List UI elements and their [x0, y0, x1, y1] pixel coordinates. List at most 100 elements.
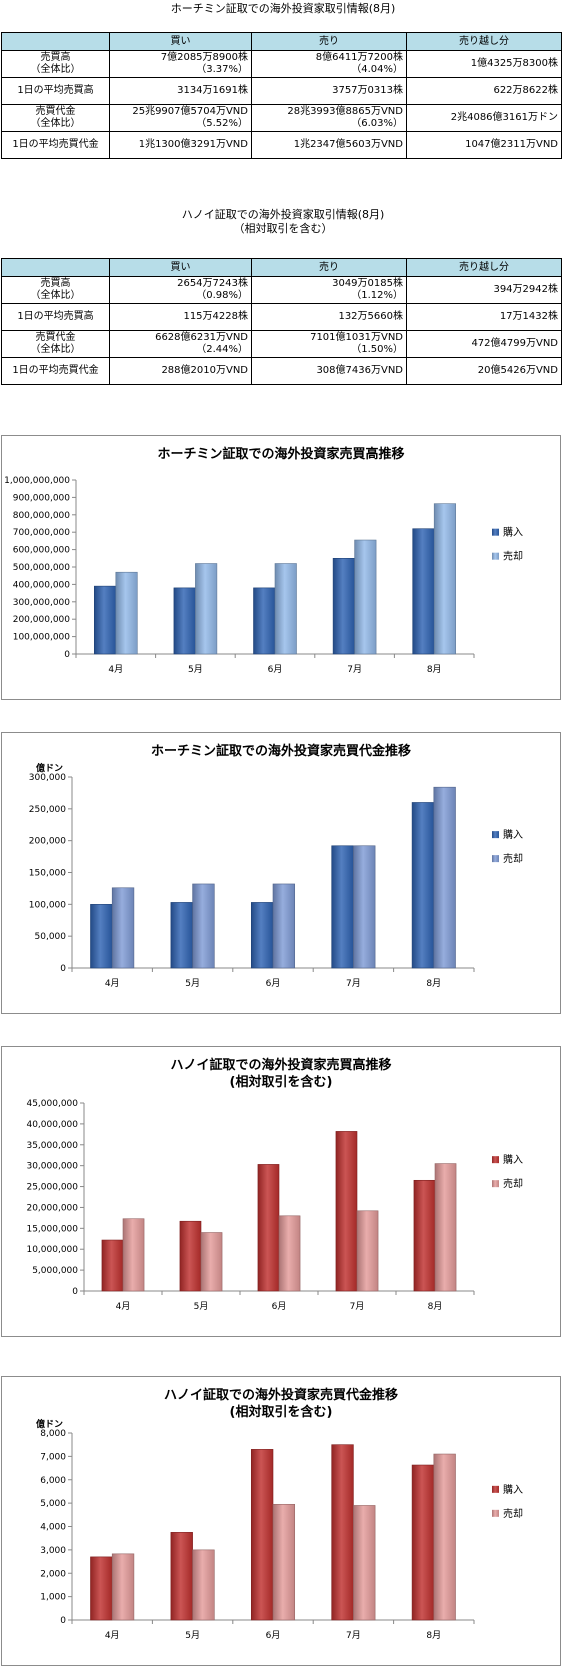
- x-tick-label: 4月: [105, 978, 120, 989]
- y-tick-label: 0: [64, 650, 70, 660]
- x-tick-label: 4月: [108, 664, 123, 675]
- table-cell: 622万8622株: [406, 77, 562, 105]
- x-tick-label: 7月: [346, 1630, 361, 1641]
- legend-swatch: [492, 855, 499, 863]
- chart-3: ハノイ証取での海外投資家売買高推移 (相対取引を含む) 0 5,000,000 10,0…: [1, 1046, 561, 1337]
- y-tick-label: 150,000: [29, 869, 66, 879]
- y-tick-label: 500,000,000: [13, 563, 71, 573]
- y-tick-label: 400,000,000: [13, 580, 71, 590]
- legend-swatch: [492, 1509, 499, 1517]
- bar-購入: [331, 845, 354, 969]
- chart-3-svg: ハノイ証取での海外投資家売買高推移(相対取引を含む) 0 5,000,000 10,0…: [26, 1057, 523, 1312]
- x-tick-label: 5月: [188, 664, 203, 675]
- table-row: 売買高 （全体比） 7億2085万8900株 （3.37%） 8億6411万7200株（…: [1, 50, 562, 78]
- bar-売却: [274, 563, 297, 655]
- table-header-cell: 買い: [109, 258, 252, 277]
- table-cell: 6628億6231万VND （2.44%）: [109, 330, 252, 358]
- bar-売却: [115, 571, 138, 655]
- bar-売却: [433, 1453, 456, 1621]
- table-cell: 28兆3993億8865万VND （6.03%）: [251, 104, 407, 132]
- legend-label: 売却: [503, 852, 523, 865]
- table-header-cell: 売り: [251, 258, 407, 277]
- table-cell: 7億2085万8900株 （3.37%）: [109, 50, 252, 78]
- legend-swatch: [492, 831, 499, 839]
- table-header-cell: 売り: [251, 32, 407, 51]
- table2: 買い 売り 売り越し分 売買高 （全体比） 2654万7243株 （0.98%） 3049万0…: [1, 258, 562, 385]
- bar-売却: [272, 883, 296, 969]
- table-cell: 1047億2311万VND: [406, 131, 562, 159]
- table-cell: 3049万0185株 （1.12%）: [251, 276, 407, 304]
- x-tick-label: 5月: [185, 1630, 200, 1641]
- bar-売却: [111, 1553, 135, 1621]
- y-tick-label: 40,000,000: [26, 1120, 78, 1130]
- bar-購入: [90, 1556, 113, 1621]
- table-header-cell: 買い: [109, 32, 252, 51]
- table-cell: 3134万1691株: [109, 77, 252, 105]
- chart-title: ホーチミン証取での海外投資家売買代金推移: [151, 743, 411, 759]
- table-cell: 20億5426万VND: [406, 357, 562, 385]
- x-tick-label: 6月: [266, 1630, 281, 1641]
- chart-1: ホーチミン証取での海外投資家売買高推移 0 100,000,000 200,000,0…: [1, 435, 561, 700]
- legend-label: 売却: [503, 1507, 523, 1520]
- y-tick-label: 200,000: [29, 837, 66, 847]
- table-cell: 2654万7243株 （0.98%）: [109, 276, 252, 304]
- table-row: 売買代金 （全体比） 6628億6231万VND （2.44%） 7101億1031万V…: [1, 330, 562, 358]
- table-cell: 308億7436万VND: [251, 357, 407, 385]
- table-cell: 売買代金 （全体比）: [1, 104, 110, 132]
- legend-label: 購入: [503, 1483, 523, 1496]
- legend-label: 売却: [503, 550, 523, 563]
- table-cell: 8億6411万7200株 （4.04%）: [251, 50, 407, 78]
- bar-購入: [170, 1532, 193, 1621]
- y-tick-label: 0: [72, 1287, 78, 1297]
- y-tick-label: 300,000: [29, 773, 66, 783]
- x-tick-label: 8月: [426, 978, 441, 989]
- x-tick-label: 6月: [266, 978, 281, 989]
- bar-購入: [411, 802, 435, 969]
- y-tick-label: 0: [60, 964, 66, 974]
- table-cell: 17万1432株: [406, 303, 562, 331]
- x-tick-label: 7月: [350, 1301, 365, 1312]
- x-tick-label: 6月: [272, 1301, 287, 1312]
- table-row: 1日の平均売買代金 288億2010万VND 308億7436万VND 20億5426…: [1, 357, 562, 385]
- legend-swatch: [492, 1156, 499, 1164]
- y-tick-label: 5,000: [40, 1499, 66, 1509]
- bar-購入: [257, 1164, 280, 1292]
- x-tick-label: 7月: [346, 978, 361, 989]
- table-cell: 132万5660株: [251, 303, 407, 331]
- bar-購入: [332, 558, 355, 655]
- table-cell: 1億4325万8300株: [406, 50, 562, 78]
- y-tick-label: 8,000: [40, 1429, 66, 1439]
- y-tick-label: 100,000,000: [13, 633, 71, 643]
- table-cell: 売買高 （全体比）: [1, 50, 110, 78]
- bar-売却: [433, 786, 456, 969]
- chart-title: ハノイ証取での海外投資家売買代金推移: [164, 1387, 398, 1403]
- y-tick-label: 50,000: [35, 932, 67, 942]
- bar-売却: [278, 1215, 301, 1292]
- table-cell: 115万4228株: [109, 303, 252, 331]
- y-tick-label: 900,000,000: [13, 493, 71, 503]
- legend-swatch: [492, 528, 499, 536]
- y-tick-label: 10,000,000: [26, 1245, 78, 1255]
- chart-4-svg: ハノイ証取での海外投資家売買代金推移(相対取引を含む) 億ドン 0 1,000 2,00…: [36, 1387, 523, 1641]
- bar-購入: [335, 1131, 358, 1292]
- table1: 買い 売り 売り越し分 売買高 （全体比） 7億2085万8900株 （3.37%） 8億64…: [1, 32, 562, 159]
- table-cell: 3757万0313株: [251, 77, 407, 105]
- chart-title: ホーチミン証取での海外投資家売買高推移: [157, 446, 404, 462]
- y-tick-label: 5,000,000: [32, 1266, 78, 1276]
- chart-2: ホーチミン証取での海外投資家売買代金推移 億ドン 0 50,000 100,000 150…: [1, 732, 561, 1014]
- bar-購入: [413, 1179, 436, 1292]
- x-tick-label: 7月: [347, 664, 362, 675]
- y-tick-label: 45,000,000: [26, 1099, 78, 1109]
- table-cell: 1兆2347億5603万VND: [251, 131, 407, 159]
- y-tick-label: 700,000,000: [13, 528, 71, 538]
- bar-売却: [195, 563, 218, 655]
- table1-title: ホーチミン証取での海外投資家取引情報(8月): [170, 2, 396, 15]
- table-header-cell: 売り越し分: [406, 32, 562, 51]
- bar-売却: [433, 503, 456, 655]
- table-cell: 1日の平均売買高: [1, 77, 110, 105]
- table-cell: 売買高 （全体比）: [1, 276, 110, 304]
- bar-購入: [250, 902, 274, 969]
- bar-購入: [179, 1220, 202, 1292]
- legend-label: 購入: [503, 526, 523, 539]
